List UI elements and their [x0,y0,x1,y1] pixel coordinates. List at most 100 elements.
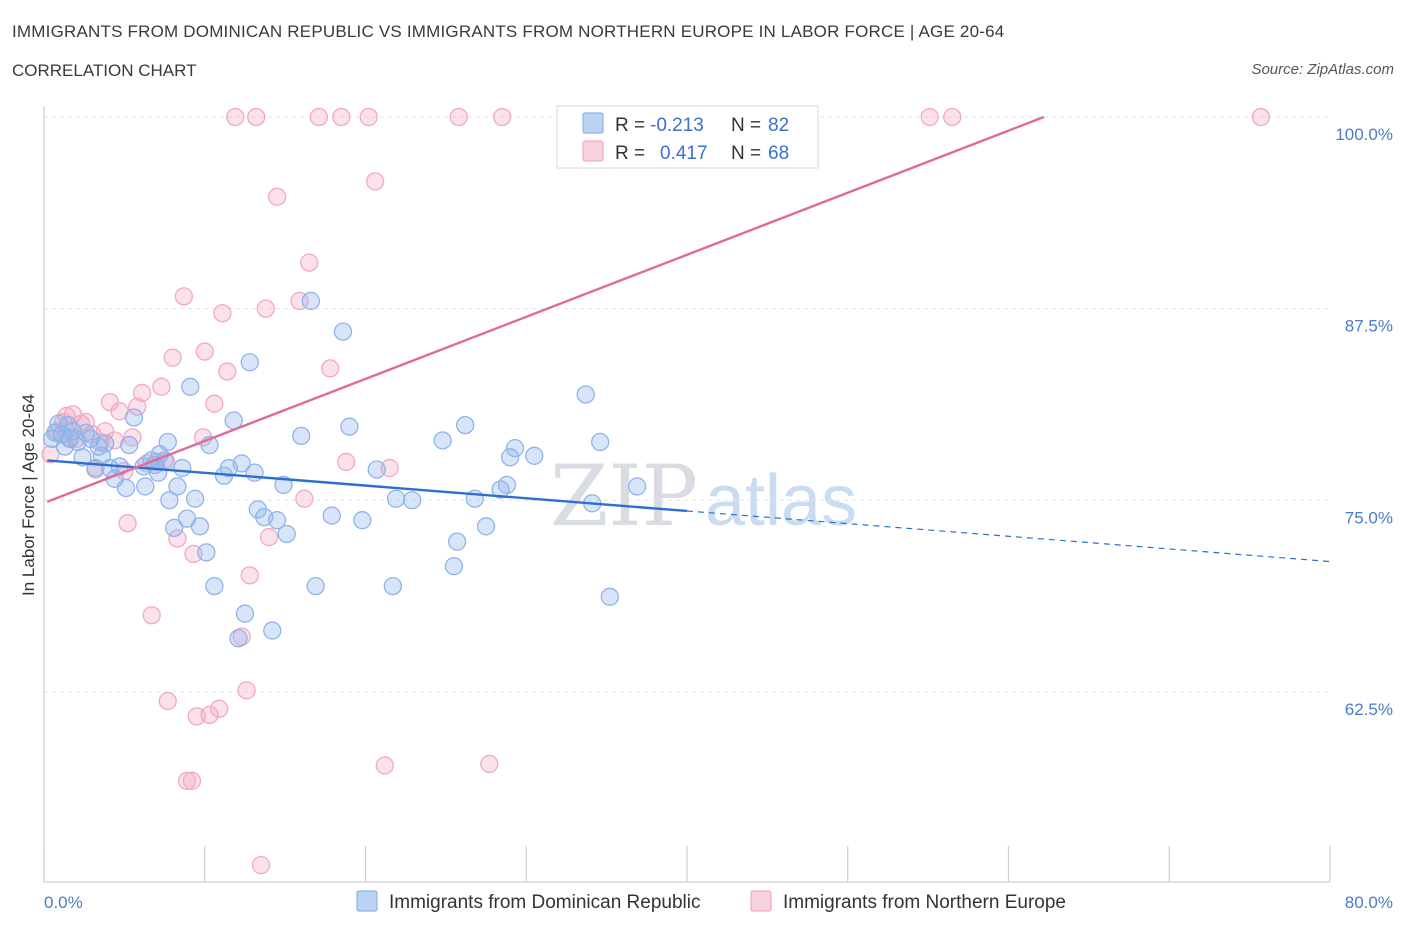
point-northern-europe-36 [205,394,224,413]
legend-label-northern-europe: Immigrants from Northern Europe [783,892,1066,913]
point-dominican-45 [232,454,251,473]
point-northern-europe-65 [943,107,962,127]
data-points [41,107,1271,875]
point-dominican-46 [235,604,255,623]
point-dominican-52 [267,511,287,530]
point-northern-europe-67 [182,771,202,790]
point-dominican-21 [124,408,144,427]
point-dominican-44 [229,629,248,648]
point-dominican-15 [95,434,115,453]
x-tick-label-0: 0.0% [44,893,83,912]
y-tick-label-3: 62.5% [1345,700,1393,719]
point-dominican-10 [76,423,95,442]
point-dominican-40 [205,576,224,596]
point-dominican-32 [168,477,187,496]
point-dominican-62 [367,460,386,479]
stats-n-value-pink: 68 [768,143,789,164]
point-northern-europe-56 [359,107,378,127]
point-dominican-63 [383,576,402,596]
point-northern-europe-50 [295,489,314,508]
point-dominican-73 [497,475,517,495]
point-dominican-31 [165,518,184,537]
point-dominican-57 [306,576,325,596]
point-northern-europe-19 [128,397,147,416]
y-tick-label-1: 87.5% [1345,317,1393,336]
point-dominican-64 [386,489,406,508]
y-tick-label-0: 100.0% [1335,125,1393,144]
point-northern-europe-29 [174,287,194,306]
point-dominican-66 [433,431,452,450]
point-dominican-68 [447,532,467,551]
point-dominican-67 [444,557,464,576]
point-northern-europe-0 [41,445,60,464]
point-dominican-75 [505,438,525,458]
point-northern-europe-20 [132,383,152,403]
point-dominican-5 [58,415,78,435]
y-tick-label-2: 75.0% [1345,508,1393,527]
stats-swatch-blue [582,112,604,134]
stats-swatch-pink [582,140,604,162]
point-dominican-36 [185,489,205,508]
stats-r-label-blue: R = [615,115,645,136]
point-dominican-47 [240,353,259,372]
point-dominican-81 [628,477,647,496]
point-northern-europe-43 [240,566,259,585]
stats-r-value-pink: 0.417 [660,143,708,164]
point-dominican-20 [120,435,139,455]
point-northern-europe-13 [100,392,120,412]
point-northern-europe-17 [118,514,137,533]
point-northern-europe-38 [213,304,232,323]
point-dominican-33 [173,458,192,478]
chart-title: IMMIGRANTS FROM DOMINICAN REPUBLIC VS IM… [12,22,1005,41]
watermark-atlas: atlas [705,461,857,541]
stats-box: R = -0.213 N = 82 R = 0.417 N = 68 [556,105,819,169]
axes [43,106,1330,883]
point-northern-europe-54 [332,107,351,127]
point-northern-europe-37 [210,699,229,718]
stats-r-label-pink: R = [615,143,645,164]
watermark: ZIP atlas [550,447,857,545]
point-northern-europe-44 [247,107,266,127]
x-tick-label-1: 80.0% [1345,893,1393,912]
point-northern-europe-30 [177,771,197,790]
point-dominican-54 [277,524,296,544]
trend-lines [46,115,1331,563]
stats-r-value-blue: -0.213 [650,115,704,136]
point-dominican-59 [333,322,353,341]
point-dominican-74 [501,448,520,467]
x-tick-labels: 0.0% 80.0% [44,893,1393,912]
point-northern-europe-39 [218,362,237,381]
point-dominican-65 [402,491,422,510]
point-dominican-53 [274,475,293,495]
point-dominican-35 [181,377,200,396]
point-dominican-23 [136,477,155,496]
legend-swatch-northern-europe [750,890,772,912]
y-tick-labels: 100.0% 87.5% 75.0% 62.5% [1335,125,1393,719]
stats-n-value-blue: 82 [768,115,789,136]
legend: Immigrants from Dominican Republic Immig… [356,890,1066,913]
point-northern-europe-60 [449,107,468,127]
point-northern-europe-61 [480,754,499,774]
point-northern-europe-58 [375,756,394,775]
point-northern-europe-55 [337,452,356,472]
point-dominican-19 [116,478,136,498]
point-northern-europe-28 [168,529,187,548]
point-dominican-79 [591,432,610,452]
point-northern-europe-51 [300,253,319,272]
trend-line-dominican [47,459,688,513]
trend-line-dominican-extension [686,510,1331,563]
legend-label-dominican: Immigrants from Dominican Republic [389,892,701,913]
point-northern-europe-48 [267,187,287,206]
point-northern-europe-53 [320,359,340,378]
point-dominican-48 [245,463,264,482]
point-dominican-29 [158,432,177,452]
point-northern-europe-34 [195,342,214,361]
point-northern-europe-57 [365,172,385,191]
point-dominican-51 [263,621,282,640]
point-northern-europe-64 [920,107,939,127]
stats-n-label-blue: N = [731,115,761,136]
point-dominican-61 [353,511,372,530]
point-northern-europe-35 [200,705,219,725]
watermark-zip: ZIP [550,447,698,545]
